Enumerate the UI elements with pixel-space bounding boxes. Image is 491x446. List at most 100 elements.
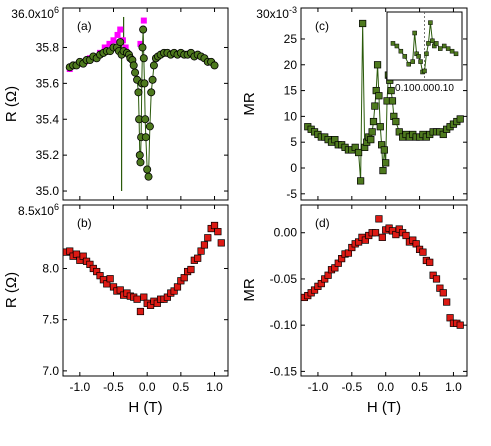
y-tick-label: 35.8 [36, 40, 60, 54]
data-point [134, 88, 143, 97]
data-point [173, 283, 182, 291]
y-tick-label: 7.0 [42, 364, 59, 378]
data-point [129, 61, 138, 70]
y-tick-label: 0 [290, 161, 297, 175]
panel-c: -5 0 5 10 15 20 25 30x10-3 MR (c) 0.10 0.00 0.10 [241, 5, 468, 201]
data-point [72, 250, 81, 258]
y-tick-label: 35.0 [36, 184, 60, 198]
inset-data-point [390, 41, 396, 46]
data-point [369, 117, 378, 126]
inset-plot: 0.10 0.00 0.10 [386, 11, 463, 94]
data-point [387, 86, 395, 95]
y-exponent-sup: 6 [54, 202, 59, 212]
data-point [145, 122, 154, 131]
data-point [136, 307, 145, 316]
x-tick-label: -1.0 [308, 380, 329, 394]
x-tick-label: 0.0 [377, 380, 394, 394]
y-exponent-label: 8.5x106 [18, 202, 59, 218]
inset-data-point [412, 30, 417, 36]
panel-label: (b) [77, 216, 92, 230]
data-point [439, 289, 447, 297]
data-point [143, 165, 152, 174]
y-tick-label: 5 [290, 135, 297, 149]
y-exponent-label: 36.0x106 [11, 5, 59, 21]
inset-data-point [434, 41, 439, 46]
panel-label: (c) [315, 19, 329, 33]
data-point [148, 75, 157, 84]
inset-x-tick-label: 0.10 [395, 83, 415, 94]
data-point [382, 159, 390, 167]
data-point [122, 44, 129, 51]
panel-label: (a) [77, 19, 92, 33]
y-tick-label: 15 [284, 84, 298, 98]
data-point [380, 146, 388, 154]
x-tick-label: -1.0 [69, 380, 90, 394]
data-point [204, 234, 212, 242]
inset-data-point [402, 54, 408, 59]
data-point [456, 115, 464, 123]
inset-data-point [428, 20, 433, 25]
inset-data-point [410, 59, 415, 64]
data-point [419, 248, 427, 256]
panel-d: -0.15 -0.10 -0.05 0.00 -1.0 -0.5 0.0 0.5 1.0 MR H … [241, 204, 468, 416]
data-point [106, 275, 114, 283]
x-tick-label: 0.0 [139, 380, 156, 394]
data-point [139, 54, 148, 63]
data-point [392, 117, 400, 126]
inset-data-point [441, 43, 447, 49]
data-point [375, 92, 383, 100]
data-point [456, 321, 464, 329]
data-point [136, 158, 145, 167]
data-point [200, 241, 209, 249]
y-exponent-label: 30x10-3 [256, 5, 297, 21]
data-point [138, 43, 147, 52]
data-point [140, 17, 147, 24]
data-point [140, 293, 148, 301]
data-point [106, 40, 113, 47]
data-point [114, 31, 121, 38]
x-axis-label: H (T) [367, 399, 401, 416]
data-point [141, 115, 150, 124]
data-point [101, 44, 108, 51]
x-tick-label: 0.5 [411, 380, 428, 394]
y-axis-label: R (Ω) [3, 86, 20, 122]
y-tick-label: 35.6 [36, 76, 60, 90]
y-tick-label: 20 [284, 58, 298, 72]
plot-frame [300, 204, 468, 377]
data-point [197, 247, 205, 255]
data-point [141, 133, 150, 142]
data-point [443, 298, 451, 306]
inset-data-point [449, 48, 455, 54]
y-axis-label: MR [241, 92, 258, 115]
plot-frame [62, 204, 229, 377]
data-point [354, 148, 363, 157]
inset-data-point [424, 51, 429, 57]
data-point [357, 177, 365, 185]
data-point [110, 37, 117, 44]
data-point [194, 254, 202, 262]
data-point [210, 61, 219, 70]
data-point [210, 221, 219, 230]
y-tick-label: 25 [284, 32, 298, 46]
y-tick-label: 8.0 [42, 261, 59, 275]
data-point [139, 25, 148, 34]
data-point [135, 151, 144, 160]
plot-frame [62, 7, 229, 201]
data-point [217, 239, 225, 247]
data-point [367, 136, 375, 144]
inset-data-point [422, 68, 427, 74]
data-point [131, 68, 140, 77]
y-axis-label: MR [241, 278, 258, 301]
y-tick-label: 35.4 [36, 112, 60, 126]
data-point [376, 123, 384, 131]
inset-x-tick-label: 0.10 [434, 83, 454, 94]
data-point [373, 61, 382, 69]
panel-label: (d) [315, 216, 330, 230]
data-point [371, 229, 380, 237]
data-point [371, 102, 379, 110]
data-point [147, 88, 156, 97]
data-point [116, 38, 125, 47]
data-point [214, 228, 222, 236]
data-point [432, 275, 441, 283]
plot-frame [300, 7, 468, 201]
